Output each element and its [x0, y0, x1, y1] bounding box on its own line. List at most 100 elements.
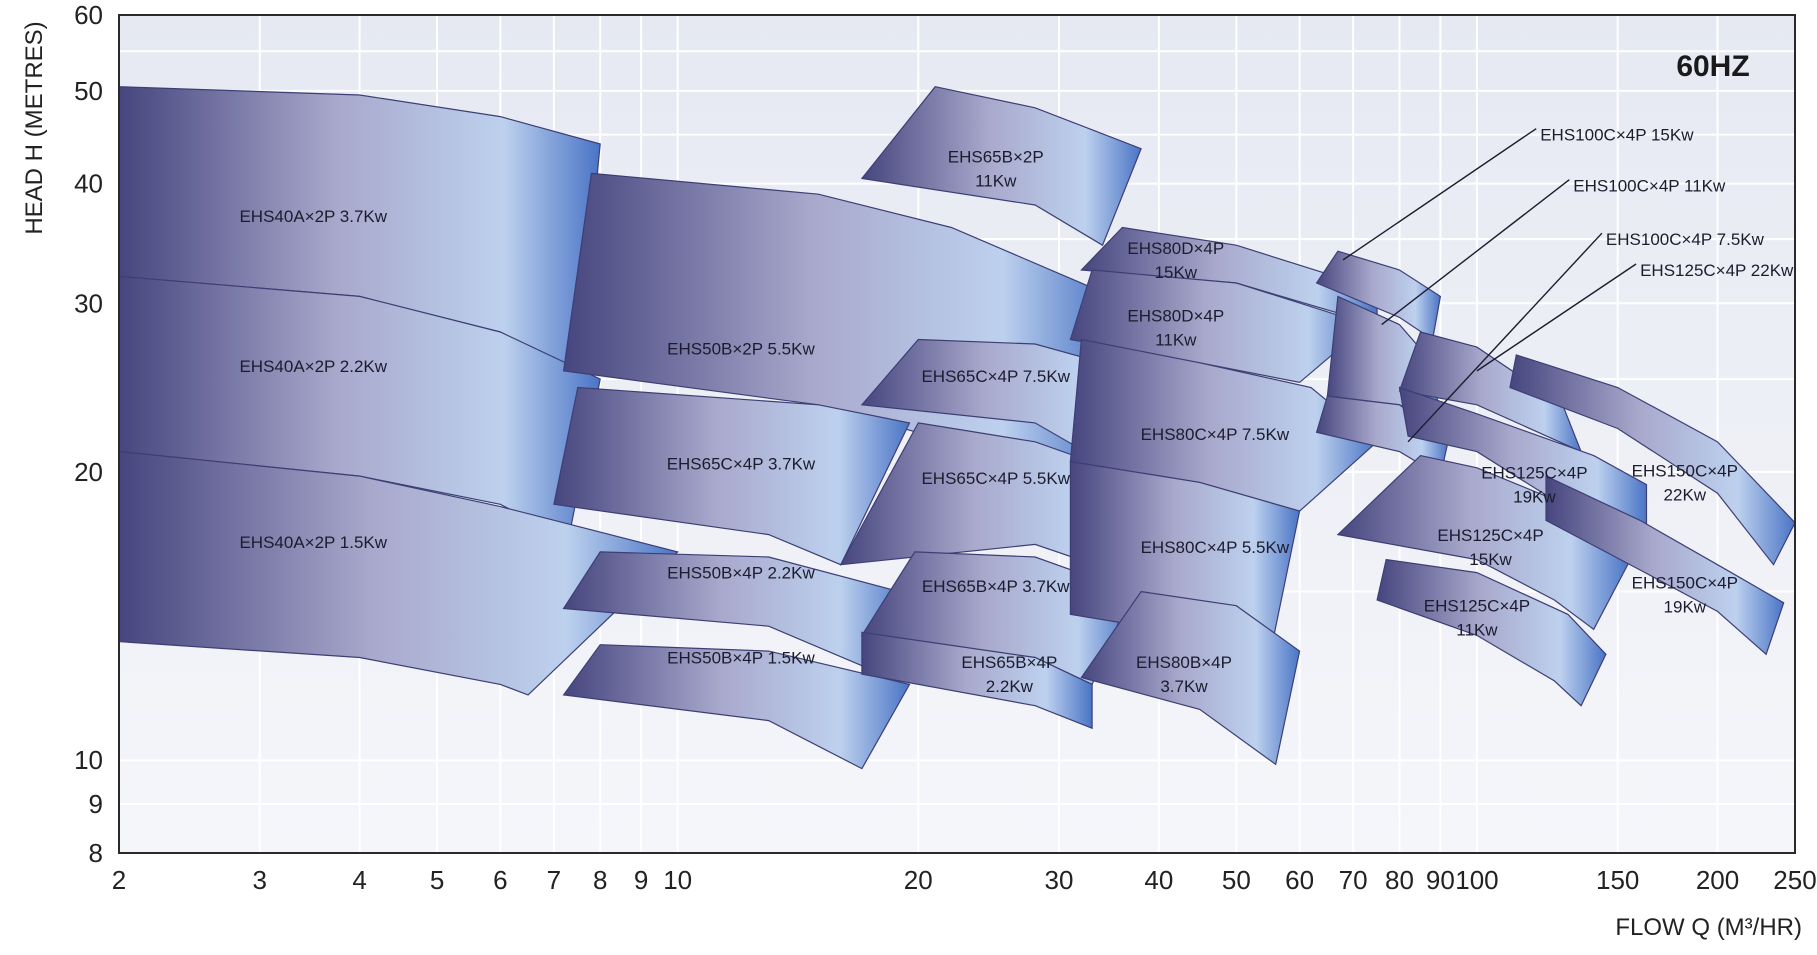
x-tick-label: 2 [112, 865, 126, 895]
label-line: 2.2Kw [986, 677, 1034, 696]
y-tick-label: 8 [89, 838, 103, 868]
x-tick-label: 70 [1339, 865, 1368, 895]
x-tick-label: 10 [663, 865, 692, 895]
callout-ehs100cx4p-7-5kw [1407, 232, 1603, 443]
frequency-label: 60HZ [1676, 50, 1749, 83]
label-line: 15Kw [1155, 263, 1198, 282]
label-line: 19Kw [1664, 597, 1707, 616]
label-ehs80dx4p-11kw: EHS80D×4P 11Kw [1127, 307, 1224, 350]
label-line: EHS150C×4P [1632, 573, 1738, 592]
label-ehs80cx4p-7-5kw: EHS80C×4P 7.5Kw [1141, 425, 1290, 444]
y-tick-label: 50 [74, 76, 103, 106]
label-line: EHS125C×4P [1437, 526, 1543, 545]
callout-ehs100cx4p-15kw [1342, 128, 1537, 261]
label-line: 19Kw [1513, 488, 1556, 507]
x-tick-label: 7 [547, 865, 561, 895]
label-ehs125cx4p-22kw: EHS125C×4P 22Kw [1640, 261, 1794, 280]
y-tick-label: 60 [74, 0, 103, 30]
label-ehs80cx4p-5-5kw: EHS80C×4P 5.5Kw [1141, 538, 1290, 557]
y-axis-ticks: 8 9 10 20 30 40 50 60 [74, 0, 103, 868]
label-line: EHS40A×2P 3.7Kw [239, 207, 387, 226]
label-ehs80bx4p-3-7kw: EHS80B×4P 3.7Kw [1136, 653, 1232, 696]
label-line: EHS80C×4P 7.5Kw [1141, 425, 1290, 444]
label-line: EHS125C×4P 22Kw [1640, 261, 1794, 280]
region-ehs150cx4p-19kw [1545, 475, 1785, 656]
y-tick-label: 10 [74, 745, 103, 775]
label-line: 11Kw [1456, 620, 1498, 639]
region-ehs65bx2p-11kw [860, 86, 1142, 247]
x-tick-label: 80 [1385, 865, 1414, 895]
label-line: EHS65B×4P 3.7Kw [922, 577, 1070, 596]
label-ehs125cx4p-19kw: EHS125C×4P 19Kw [1481, 464, 1587, 507]
y-tick-label: 20 [74, 457, 103, 487]
label-ehs100cx4p-7-5kw: EHS100C×4P 7.5Kw [1606, 230, 1765, 249]
y-axis-title: HEAD H (METRES) [21, 21, 48, 234]
x-tick-label: 150 [1596, 865, 1639, 895]
label-line: 15Kw [1469, 550, 1512, 569]
callout-ehs100cx4p-11kw [1381, 179, 1570, 326]
y-tick-label: 30 [74, 288, 103, 318]
label-line: EHS100C×4P 7.5Kw [1606, 230, 1765, 249]
region-ehs125cx4p-15kw [1336, 454, 1630, 631]
label-ehs50bx4p-2-2kw: EHS50B×4P 2.2Kw [667, 564, 815, 583]
label-ehs150cx4p-19kw: EHS150C×4P 19Kw [1632, 573, 1738, 616]
x-axis-title: FLOW Q (M³/HR) [1615, 914, 1802, 941]
label-ehs125cx4p-15kw: EHS125C×4P 15Kw [1437, 526, 1543, 569]
x-tick-label: 5 [430, 865, 444, 895]
callout-lines [1342, 128, 1637, 443]
x-tick-label: 9 [634, 865, 648, 895]
label-line: EHS80B×4P [1136, 653, 1232, 672]
label-line: 11Kw [1155, 331, 1197, 350]
label-line: EHS65C×4P 5.5Kw [921, 469, 1070, 488]
label-line: EHS40A×2P 2.2Kw [239, 357, 387, 376]
label-line: EHS80D×4P [1127, 239, 1224, 258]
x-tick-label: 50 [1222, 865, 1251, 895]
label-line: 22Kw [1664, 485, 1707, 504]
label-ehs50bx2p-5-5kw: EHS50B×2P 5.5Kw [667, 340, 815, 359]
x-tick-label: 60 [1285, 865, 1314, 895]
x-tick-label: 20 [904, 865, 933, 895]
label-ehs40ax2p-2-2kw: EHS40A×2P 2.2Kw [239, 357, 387, 376]
label-line: EHS125C×4P [1424, 596, 1530, 615]
label-line: 11Kw [975, 171, 1017, 190]
label-line: EHS65C×4P 3.7Kw [667, 455, 816, 474]
label-line: EHS65B×2P [948, 147, 1044, 166]
performance-regions [118, 86, 1796, 770]
label-line: EHS40A×2P 1.5Kw [239, 533, 387, 552]
y-tick-label: 40 [74, 169, 103, 199]
y-tick-label: 9 [89, 789, 103, 819]
region-ehs125cx4p-11kw [1376, 558, 1607, 707]
label-ehs50bx4p-1-5kw: EHS50B×4P 1.5Kw [667, 649, 815, 668]
label-ehs65bx4p-2-2kw: EHS65B×4P 2.2Kw [961, 653, 1057, 696]
region-ehs150cx4p-22kw [1509, 354, 1796, 566]
label-line: EHS125C×4P [1481, 464, 1587, 483]
label-line: 3.7Kw [1160, 677, 1208, 696]
label-ehs65cx4p-3-7kw: EHS65C×4P 3.7Kw [667, 455, 816, 474]
label-ehs150cx4p-22kw: EHS150C×4P 22Kw [1632, 461, 1738, 504]
region-ehs50bx4p-1-5kw [562, 644, 911, 770]
label-line: EHS65B×4P [961, 653, 1057, 672]
label-ehs65cx4p-5-5kw: EHS65C×4P 5.5Kw [921, 469, 1070, 488]
label-line: EHS50B×4P 2.2Kw [667, 564, 815, 583]
label-ehs80dx4p-15kw: EHS80D×4P 15Kw [1127, 239, 1224, 282]
label-ehs125cx4p-11kw: EHS125C×4P 11Kw [1424, 596, 1530, 639]
x-tick-label: 30 [1045, 865, 1074, 895]
plot-frame [118, 14, 1796, 854]
label-ehs40ax2p-3-7kw: EHS40A×2P 3.7Kw [239, 207, 387, 226]
label-ehs65bx2p-11kw: EHS65B×2P 11Kw [948, 147, 1044, 190]
region-ehs80dx4p-11kw [1069, 269, 1369, 384]
label-ehs65bx4p-3-7kw: EHS65B×4P 3.7Kw [922, 577, 1070, 596]
x-tick-label: 8 [593, 865, 607, 895]
x-tick-label: 40 [1144, 865, 1173, 895]
x-tick-label: 250 [1773, 865, 1816, 895]
region-labels: EHS40A×2P 3.7Kw EHS40A×2P 2.2Kw EHS40A×2P … [239, 126, 1794, 696]
x-tick-label: 3 [253, 865, 267, 895]
label-line: EHS65C×4P 7.5Kw [921, 367, 1070, 386]
label-line: EHS100C×4P 15Kw [1540, 126, 1694, 145]
label-line: EHS150C×4P [1632, 461, 1738, 480]
label-ehs100cx4p-15kw: EHS100C×4P 15Kw [1540, 126, 1694, 145]
label-line: EHS80D×4P [1127, 307, 1224, 326]
label-line: EHS100C×4P 11Kw [1573, 177, 1726, 196]
label-line: EHS50B×4P 1.5Kw [667, 649, 815, 668]
